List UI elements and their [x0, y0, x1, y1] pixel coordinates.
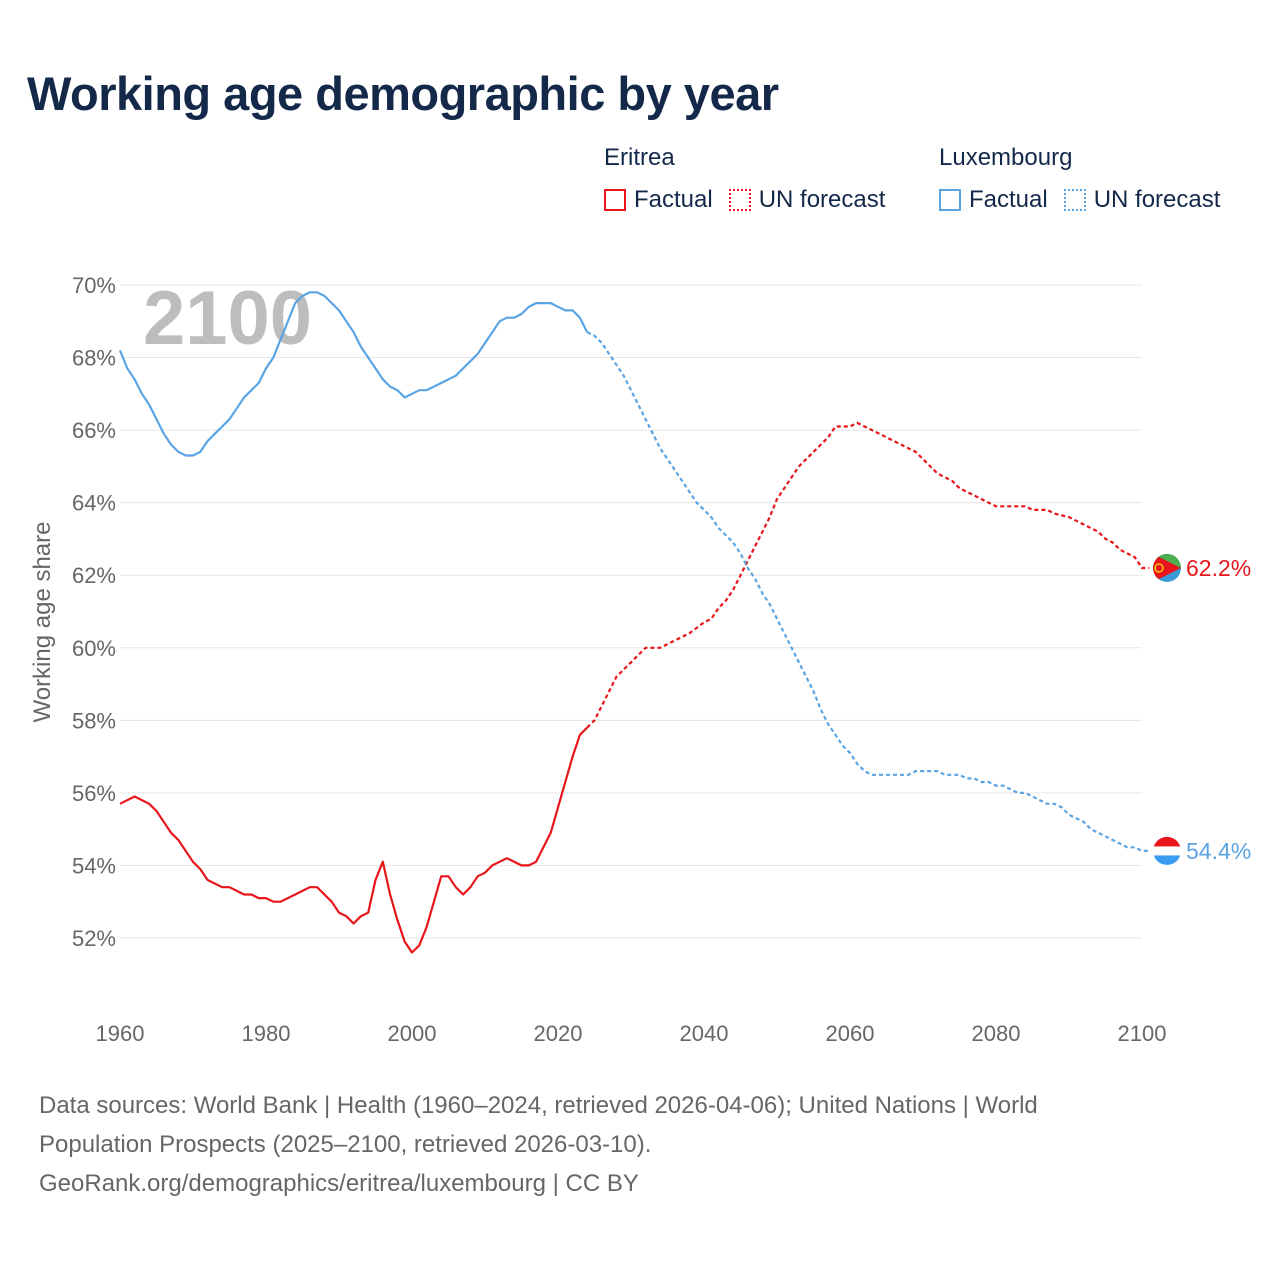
x-tick-label: 2040 [680, 1021, 729, 1046]
year-watermark: 2100 [143, 276, 312, 361]
y-tick-label: 60% [72, 636, 116, 661]
footer-line-3[interactable]: GeoRank.org/demographics/eritrea/luxembo… [39, 1170, 639, 1197]
footer-sources: Data sources: World Bank | Health (1960–… [39, 1086, 1219, 1203]
legend-label: UN forecast [1093, 186, 1221, 213]
legend-eritrea-forecast[interactable]: UN forecast [728, 186, 886, 214]
legend-label: Factual [634, 186, 713, 213]
series-line-eritrea-factual[interactable] [119, 726, 588, 954]
line-chart[interactable]: 52% 54% 56% 58% 60% 62% 64% 66% 68% 70% 1960 1980 2… [0, 0, 1280, 1080]
x-tick-label: 1980 [242, 1021, 291, 1046]
y-axis-label: Working age share [29, 522, 56, 723]
series-line-luxembourg-forecast[interactable] [586, 331, 1150, 852]
legend-group-name: Eritrea [604, 144, 675, 171]
y-tick-label: 58% [72, 708, 116, 733]
x-tick-label: 2100 [1118, 1021, 1167, 1046]
x-tick-label: 2080 [972, 1021, 1021, 1046]
legend-swatch-solid [604, 189, 626, 211]
footer-line-2: Population Prospects (2025–2100, retriev… [39, 1131, 652, 1158]
x-tick-label: 2060 [826, 1021, 875, 1046]
legend-luxembourg-forecast[interactable]: UN forecast [1063, 186, 1221, 214]
luxembourg-flag-icon [1153, 836, 1181, 865]
x-tick-label: 2000 [388, 1021, 437, 1046]
series-line-eritrea-forecast[interactable] [586, 421, 1150, 729]
end-value-label: 54.4% [1186, 838, 1251, 864]
y-axis-ticks: 52% 54% 56% 58% 60% 62% 64% 66% 68% 70% [72, 273, 116, 951]
x-axis-ticks: 1960 1980 2000 2020 2040 2060 2080 2100 [96, 1021, 1167, 1046]
y-tick-label: 54% [72, 853, 116, 878]
legend-swatch-solid [939, 189, 961, 211]
x-tick-label: 2020 [534, 1021, 583, 1046]
y-tick-label: 68% [72, 346, 116, 371]
legend-group-eritrea: Eritrea Factual UN forecast [604, 144, 901, 214]
y-tick-label: 66% [72, 418, 116, 443]
series-line-luxembourg-factual[interactable] [118, 291, 589, 457]
x-tick-label: 1960 [96, 1021, 145, 1046]
eritrea-flag-icon [1153, 553, 1181, 582]
y-tick-label: 62% [72, 563, 116, 588]
legend-swatch-dotted [1063, 189, 1086, 211]
y-tick-label: 56% [72, 781, 116, 806]
y-tick-label: 64% [72, 491, 116, 516]
legend-group-luxembourg: Luxembourg Factual UN forecast [939, 144, 1236, 214]
end-value-label: 62.2% [1186, 555, 1251, 581]
legend-eritrea-factual[interactable]: Factual [604, 186, 713, 214]
footer-line-1: Data sources: World Bank | Health (1960–… [39, 1092, 1038, 1119]
legend-label: UN forecast [758, 186, 886, 213]
gridlines [120, 284, 1142, 939]
legend-swatch-dotted [728, 189, 751, 211]
page-title: Working age demographic by year [27, 67, 779, 120]
y-tick-label: 52% [72, 926, 116, 951]
legend-group-name: Luxembourg [939, 144, 1073, 171]
legend-luxembourg-factual[interactable]: Factual [939, 186, 1048, 214]
y-tick-label: 70% [72, 273, 116, 298]
end-markers: 62.2% 54.4% [1153, 553, 1251, 865]
series-lines [118, 291, 1150, 954]
legend-label: Factual [969, 186, 1048, 213]
